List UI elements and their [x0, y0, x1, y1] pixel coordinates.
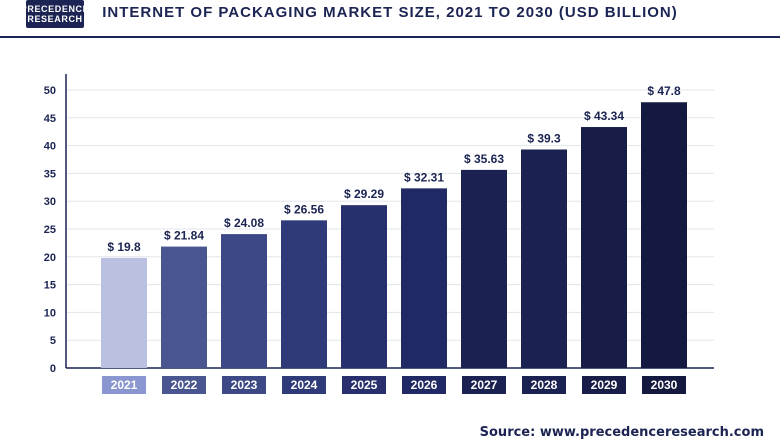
source-credit: Source: www.precedenceresearch.com [479, 425, 764, 440]
y-tick-label: 45 [44, 113, 56, 125]
x-tick-label: 2022 [171, 378, 198, 392]
bar-value-label: $ 26.56 [284, 202, 324, 216]
category-box [462, 376, 506, 394]
category-box [522, 376, 566, 394]
bar [221, 234, 267, 368]
x-tick-label: 2021 [111, 378, 138, 392]
logo-line-2: RESEARCH [27, 14, 83, 24]
x-tick-label: 2028 [531, 378, 558, 392]
x-tick-label: 2029 [591, 378, 618, 392]
category-box [282, 376, 326, 394]
bar-value-label: $ 35.63 [464, 152, 504, 166]
y-tick-label: 35 [44, 168, 56, 180]
y-tick-label: 30 [44, 196, 56, 208]
category-box [402, 376, 446, 394]
y-tick-label: 50 [44, 85, 56, 97]
y-tick-label: 40 [44, 141, 56, 153]
bar [101, 257, 147, 368]
category-box [642, 376, 686, 394]
bar [641, 102, 687, 369]
y-tick-label: 5 [50, 335, 56, 347]
bar [161, 246, 207, 368]
chart-title: INTERNET OF PACKAGING MARKET SIZE, 2021 … [102, 4, 678, 21]
y-tick-label: 20 [44, 252, 56, 264]
logo-line-1: PRECEDENCE [20, 4, 90, 14]
category-box [102, 376, 146, 394]
category-box [582, 376, 626, 394]
bar-value-label: $ 39.3 [527, 131, 561, 145]
x-tick-label: 2025 [351, 378, 378, 392]
y-tick-label: 15 [44, 280, 56, 292]
bar-value-label: $ 47.8 [647, 84, 681, 98]
bar [521, 149, 567, 368]
bar [461, 169, 507, 368]
x-tick-label: 2023 [231, 378, 258, 392]
bar [401, 188, 447, 368]
category-box [222, 376, 266, 394]
category-box [162, 376, 206, 394]
x-tick-label: 2027 [471, 378, 498, 392]
header-divider [0, 36, 780, 38]
bar-value-label: $ 43.34 [584, 109, 624, 123]
y-tick-label: 25 [44, 224, 56, 236]
y-tick-label: 0 [50, 363, 56, 375]
bar-value-label: $ 21.84 [164, 229, 204, 243]
bar [341, 205, 387, 368]
bar-value-label: $ 29.29 [344, 187, 384, 201]
bar-value-label: $ 24.08 [224, 216, 264, 230]
x-tick-label: 2026 [411, 378, 438, 392]
x-tick-label: 2030 [651, 378, 678, 392]
bar-value-label: $ 19.8 [107, 240, 141, 254]
x-tick-label: 2024 [291, 378, 318, 392]
bar-value-label: $ 32.31 [404, 170, 444, 184]
bar [581, 127, 627, 368]
brand-logo: PRECEDENCE RESEARCH [21, 0, 89, 28]
bar [281, 220, 327, 368]
y-tick-label: 10 [44, 307, 56, 319]
category-box [342, 376, 386, 394]
